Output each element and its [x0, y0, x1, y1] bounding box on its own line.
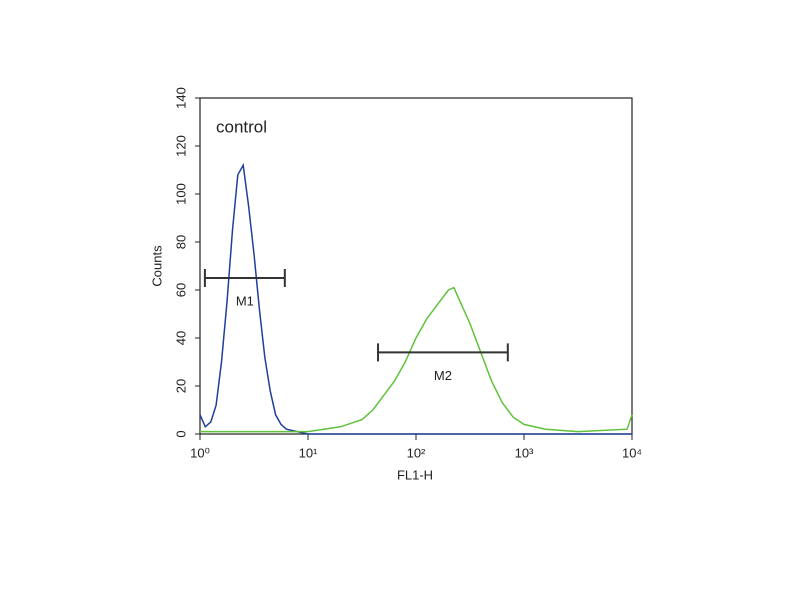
x-tick-label: 10⁴ [622, 445, 642, 460]
x-tick-label: 10¹ [299, 445, 318, 460]
x-tick-label: 10⁰ [190, 445, 210, 460]
gate-label: M2 [434, 368, 452, 383]
gate-label: M1 [236, 293, 254, 308]
y-tick-label: 80 [173, 235, 188, 249]
y-tick-label: 120 [173, 135, 188, 157]
y-tick-label: 60 [173, 283, 188, 297]
y-tick-label: 20 [173, 379, 188, 393]
annotation: control [216, 117, 267, 136]
y-axis-label: Counts [149, 245, 164, 287]
histogram-line [199, 162, 632, 435]
y-tick-label: 40 [173, 331, 188, 345]
y-tick-label: 100 [173, 183, 188, 205]
x-axis-label: FL1-H [397, 467, 433, 482]
x-tick-label: 10³ [515, 445, 534, 460]
y-tick-label: 140 [173, 87, 188, 109]
y-tick-label: 0 [173, 430, 188, 437]
histogram-line [200, 286, 633, 433]
x-tick-label: 10² [407, 445, 426, 460]
